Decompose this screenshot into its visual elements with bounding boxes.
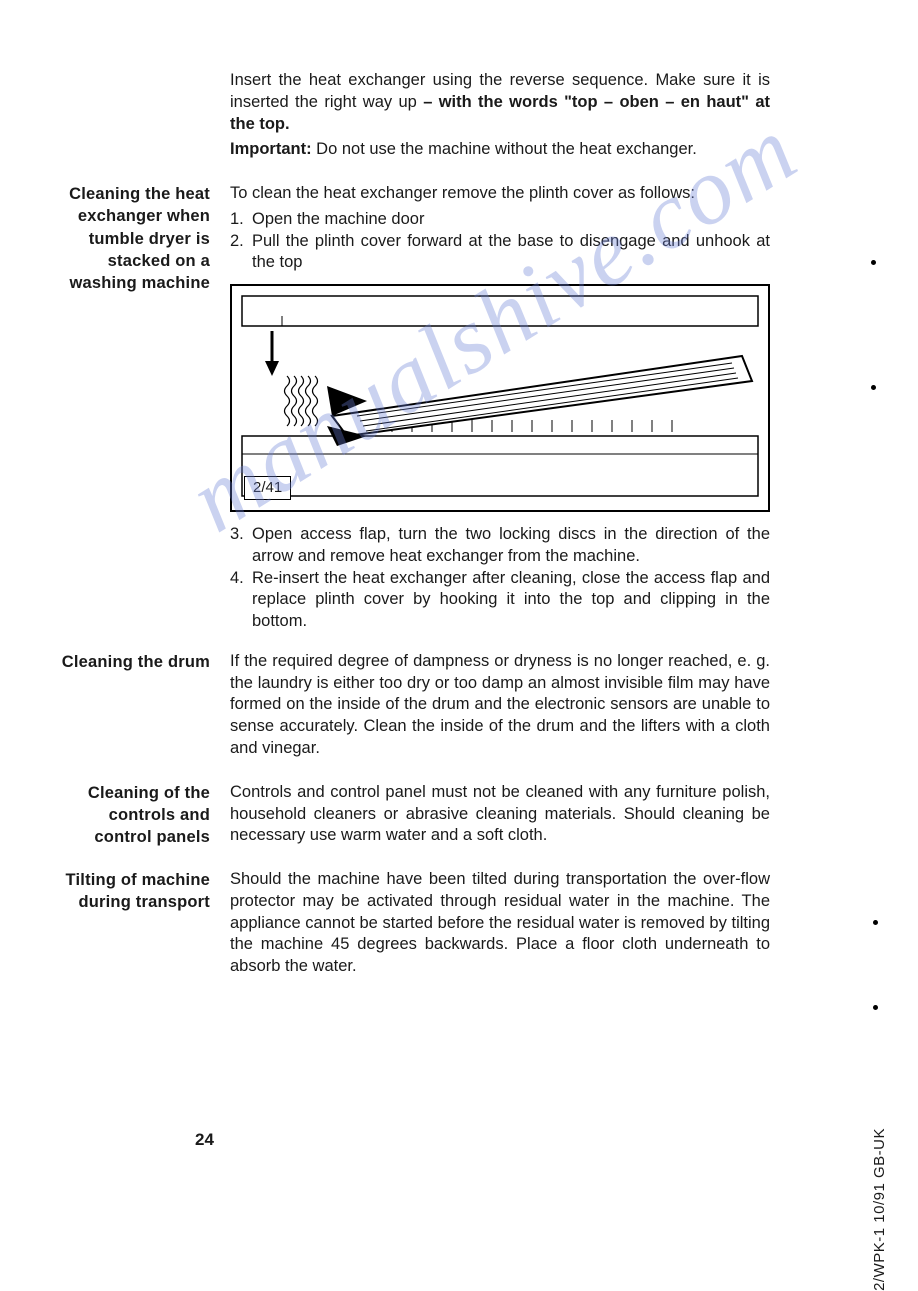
- diagram-plinth: 2/41: [230, 284, 770, 512]
- intro-p2: Important: Do not use the machine withou…: [230, 139, 770, 161]
- sec1-lead: To clean the heat exchanger remove the p…: [230, 183, 770, 205]
- list-number: 1.: [230, 209, 252, 231]
- sec2-body: If the required degree of dampness or dr…: [230, 651, 770, 760]
- footer-code: 2/WPK-1 10/91 GB-UK: [871, 1128, 888, 1291]
- sec1-list-top: 1.Open the machine door 2.Pull the plint…: [230, 209, 770, 274]
- page-number: 24: [195, 1130, 214, 1150]
- intro-p1: Insert the heat exchanger using the reve…: [230, 70, 770, 135]
- list-number: 4.: [230, 568, 252, 633]
- body-tilting: Should the machine have been tilted duri…: [230, 869, 770, 982]
- sec1-li3: 3.Open access flap, turn the two locking…: [230, 524, 770, 568]
- body-drum: If the required degree of dampness or dr…: [230, 651, 770, 764]
- sec3-body: Controls and control panel must not be c…: [230, 782, 770, 847]
- scan-speck: [873, 1005, 878, 1010]
- sec1-li2-txt: Pull the plinth cover forward at the bas…: [252, 231, 770, 275]
- section-intro: Insert the heat exchanger using the reve…: [50, 70, 770, 165]
- scan-speck: [873, 920, 878, 925]
- list-number: 2.: [230, 231, 252, 275]
- sec1-list-bottom: 3.Open access flap, turn the two locking…: [230, 524, 770, 633]
- diagram-label: 2/41: [244, 476, 291, 500]
- intro-body: Insert the heat exchanger using the reve…: [230, 70, 770, 165]
- heading-tilting: Tilting of machine during transport: [50, 869, 230, 982]
- intro-p2-b: Do not use the machine without the heat …: [312, 140, 697, 158]
- page-content: Insert the heat exchanger using the reve…: [50, 70, 770, 1000]
- list-number: 3.: [230, 524, 252, 568]
- section-drum: Cleaning the drum If the required degree…: [50, 651, 770, 764]
- sec1-li4: 4.Re-insert the heat exchanger after cle…: [230, 568, 770, 633]
- scan-speck: [871, 260, 876, 265]
- sec4-body: Should the machine have been tilted duri…: [230, 869, 770, 978]
- section-heat-exchanger: Cleaning the heat exchanger when tumble …: [50, 183, 770, 633]
- body-controls: Controls and control panel must not be c…: [230, 782, 770, 851]
- heading-heat-exchanger: Cleaning the heat exchanger when tumble …: [50, 183, 230, 633]
- scan-speck: [871, 385, 876, 390]
- sec1-li2: 2.Pull the plinth cover forward at the b…: [230, 231, 770, 275]
- intro-p2-a: Important:: [230, 140, 312, 158]
- side-heading-empty: [50, 70, 230, 165]
- section-tilting: Tilting of machine during transport Shou…: [50, 869, 770, 982]
- diagram-svg: [232, 286, 768, 510]
- heading-drum: Cleaning the drum: [50, 651, 230, 764]
- heading-controls: Cleaning of the controls and control pan…: [50, 782, 230, 851]
- sec1-li1-txt: Open the machine door: [252, 209, 770, 231]
- sec1-li3-txt: Open access flap, turn the two locking d…: [252, 524, 770, 568]
- sec1-li4-txt: Re-insert the heat exchanger after clean…: [252, 568, 770, 633]
- sec1-li1: 1.Open the machine door: [230, 209, 770, 231]
- section-controls: Cleaning of the controls and control pan…: [50, 782, 770, 851]
- body-heat-exchanger: To clean the heat exchanger remove the p…: [230, 183, 770, 633]
